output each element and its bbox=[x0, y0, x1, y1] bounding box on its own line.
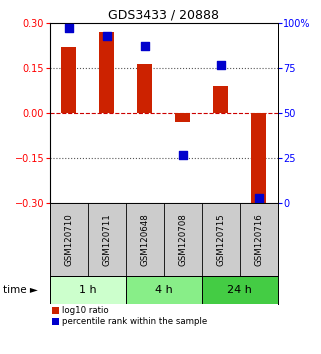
Text: time ►: time ► bbox=[3, 285, 38, 295]
Point bbox=[142, 44, 147, 49]
Text: GSM120708: GSM120708 bbox=[178, 213, 187, 266]
Bar bbox=[213, 86, 228, 113]
Text: GSM120711: GSM120711 bbox=[102, 213, 111, 266]
Bar bbox=[61, 47, 76, 113]
Legend: log10 ratio, percentile rank within the sample: log10 ratio, percentile rank within the … bbox=[52, 306, 207, 326]
Text: GSM120715: GSM120715 bbox=[216, 213, 225, 266]
Text: 24 h: 24 h bbox=[227, 285, 252, 295]
Text: GSM120648: GSM120648 bbox=[140, 213, 149, 266]
Point bbox=[218, 62, 223, 67]
Bar bbox=[50, 276, 126, 304]
Title: GDS3433 / 20888: GDS3433 / 20888 bbox=[108, 9, 219, 22]
Bar bbox=[175, 113, 190, 122]
Point bbox=[256, 195, 261, 201]
Point bbox=[180, 152, 185, 158]
Point bbox=[66, 25, 71, 31]
Bar bbox=[202, 276, 278, 304]
Bar bbox=[99, 32, 114, 113]
Text: GSM120710: GSM120710 bbox=[64, 213, 73, 266]
Bar bbox=[126, 276, 202, 304]
Point bbox=[104, 33, 109, 39]
Text: 4 h: 4 h bbox=[155, 285, 173, 295]
Text: 1 h: 1 h bbox=[79, 285, 97, 295]
Bar bbox=[251, 113, 266, 205]
Bar bbox=[137, 64, 152, 113]
Text: GSM120716: GSM120716 bbox=[254, 213, 263, 266]
